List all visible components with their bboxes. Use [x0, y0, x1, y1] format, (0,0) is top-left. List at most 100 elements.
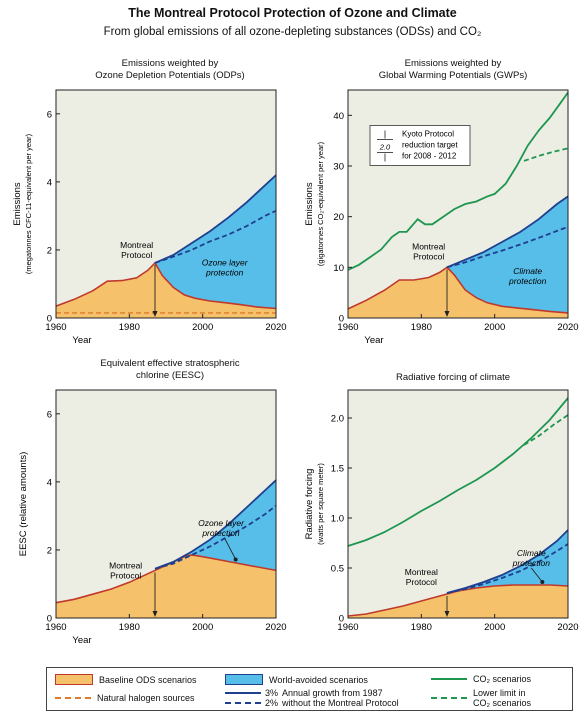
odp-baseline-line: [55, 261, 277, 310]
legend-co2-lower-text: Lower limit in CO₂ scenarios: [473, 688, 531, 708]
gwp-annotation-protection: Climate: [513, 266, 542, 276]
eesc-ylabel: EESC (relative amounts): [18, 452, 29, 557]
legend-swatch-growth3: [225, 692, 261, 694]
panel-title-rf: Radiative forcing of climate: [343, 372, 563, 384]
legend-item-avoided: World-avoided scenarios: [225, 674, 368, 685]
odp-baseline-area: [56, 262, 276, 318]
eesc-frame: [55, 389, 277, 619]
rf-annotation-montreal: Montreal: [405, 567, 438, 577]
legend-swatch-co2-lower: [431, 697, 467, 699]
rf-frame: [347, 389, 569, 619]
rf-ytick-label: 2.0: [331, 414, 344, 425]
chart-title: The Montreal Protocol Protection of Ozon…: [128, 6, 457, 20]
odp-annotation-montreal: Montreal: [120, 240, 153, 250]
gwp-montreal-arrowhead: [444, 311, 450, 317]
panel-title-odp-line2: Ozone Depletion Potentials (ODPs): [95, 70, 245, 81]
rf-chart: 1960 1980 2000 2020 0 0.5 1.0 1.5 2.0 Radiative f…: [304, 389, 579, 633]
eesc-xtick-label: 2000: [192, 622, 213, 633]
odp-ytick-label: 2: [47, 245, 52, 256]
odp-growth2-line: [154, 209, 277, 264]
legend-swatch-baseline: [55, 674, 93, 685]
legend-swatch-co2: [431, 678, 467, 680]
gwp-baseline-area: [348, 267, 568, 318]
panel-title-rf-line1: Radiative forcing of climate: [395, 372, 511, 383]
eesc-montreal-arrowhead: [152, 611, 158, 617]
odp-annotation-protection: Ozone layer: [202, 257, 249, 267]
gwp-xlabel: Year: [364, 335, 383, 346]
legend-item-growth2: 2%: [225, 698, 278, 708]
kyoto-box: [369, 125, 471, 166]
eesc-avoided-area: [155, 480, 276, 571]
panel-title-eesc-line2: chlorine (EESC): [135, 370, 205, 381]
legend-swatch-natural: [55, 697, 91, 699]
panel-title-gwp-line1: Emissions weighted by: [404, 58, 502, 69]
rf-growth2-line: [446, 543, 569, 594]
panel-title-eesc: Equivalent effective stratospheric chlor…: [60, 358, 280, 382]
odp-ytick-label: 0: [47, 314, 52, 325]
odp-xtick-label: 2000: [192, 322, 213, 333]
rf-co2-lower-line: [523, 414, 569, 446]
legend-item-growth: 3% 2% Annual growth from 1987 without th…: [225, 688, 399, 708]
legend-item-co2-lower: Lower limit in CO₂ scenarios: [431, 688, 531, 708]
gwp-chart: 1960 1980 2000 2020 0 10 20 30 40 Year Emissions (g…: [304, 89, 579, 346]
gwp-ytick-label: 10: [333, 263, 344, 274]
rf-ytick-label: 1.0: [331, 514, 344, 525]
odp-frame: [55, 89, 277, 319]
legend-label-co2-lower1: Lower limit in: [473, 688, 526, 698]
rf-xtick-label: 2020: [557, 622, 578, 633]
gwp-co2-line: [347, 91, 569, 271]
rf-ylabel: Radiative forcing: [304, 469, 315, 540]
kyoto-label-line1: Kyoto Protocol: [402, 129, 454, 138]
rf-ytick-label: 0.5: [331, 564, 344, 575]
odp-xtick-label: 2020: [265, 322, 286, 333]
rf-xtick-label: 2000: [484, 622, 505, 633]
odp-xtick-label: 1960: [45, 322, 66, 333]
eesc-ytick-label: 6: [47, 409, 52, 420]
rf-annotation-montreal-line2: Protocol: [406, 577, 437, 587]
legend-item-co2: CO₂ scenarios: [431, 674, 531, 684]
kyoto-label-line2: reduction target: [402, 140, 458, 149]
gwp-ylabel: Emissions: [304, 182, 315, 226]
gwp-ytick-label: 0: [339, 314, 344, 325]
odp-ylabel-sub: (megatonnes CFC-11-equivalent per year): [24, 133, 33, 274]
legend-item-growth3: 3%: [225, 688, 278, 698]
gwp-growth2-line: [446, 225, 569, 269]
panel-title-odp-line1: Emissions weighted by: [121, 58, 219, 69]
gwp-xtick-label: 1980: [411, 322, 432, 333]
rf-protection-pointer-dot: [540, 580, 545, 584]
rf-baseline-area: [348, 585, 568, 618]
eesc-protection-pointer: [224, 538, 237, 560]
eesc-xtick-label: 2020: [265, 622, 286, 633]
legend-label-growth2: 2%: [265, 698, 279, 708]
odp-xlabel: Year: [72, 335, 91, 346]
gwp-frame: [347, 89, 569, 319]
eesc-ytick-label: 0: [47, 614, 52, 625]
gwp-xtick-label: 2000: [484, 322, 505, 333]
gwp-xtick-label: 2020: [557, 322, 578, 333]
legend-swatch-growth2: [225, 702, 261, 704]
odp-ylabel: Emissions: [12, 182, 23, 226]
rf-annotation-protection: Climate: [517, 548, 546, 558]
odp-xtick-label: 1980: [119, 322, 140, 333]
gwp-xtick-label: 1960: [337, 322, 358, 333]
gwp-avoided-area: [447, 196, 568, 313]
odp-chart: 1960 1980 2000 2020 0 2 4 6 Year Emissions (megato…: [12, 89, 287, 346]
eesc-xtick-label: 1960: [45, 622, 66, 633]
panel-title-gwp: Emissions weighted by Global Warming Pot…: [343, 58, 563, 82]
legend-label-avoided: World-avoided scenarios: [269, 674, 368, 685]
rf-ytick-label: 1.5: [331, 464, 344, 475]
gwp-ytick-label: 30: [333, 162, 344, 173]
odp-ytick-label: 6: [47, 109, 52, 120]
rf-ylabel-sub: (watts per square meter): [316, 463, 325, 545]
gwp-annotation-protection-line2: protection: [508, 276, 547, 286]
panel-title-gwp-line2: Global Warming Potentials (GWPs): [378, 70, 528, 81]
legend-label-co2-lower2: CO₂ scenarios: [473, 698, 532, 708]
legend-label-baseline: Baseline ODS scenarios: [99, 674, 197, 685]
legend-label-natural: Natural halogen sources: [97, 693, 195, 703]
rf-avoided-area: [447, 530, 568, 594]
legend-label-co2: CO₂ scenarios: [473, 674, 532, 684]
legend-label-growth-text2: without the Montreal Protocol: [282, 698, 399, 708]
legend: Baseline ODS scenarios Natural halogen s…: [46, 667, 573, 711]
rf-growth3-line: [446, 529, 569, 594]
legend-label-growth3: 3%: [265, 688, 279, 698]
